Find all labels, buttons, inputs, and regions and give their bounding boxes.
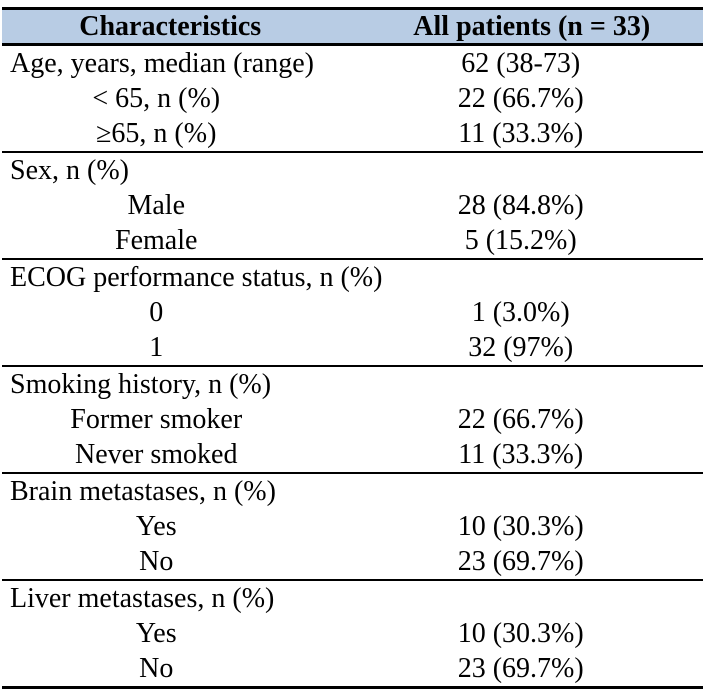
table-row: Smoking history, n (%) xyxy=(2,365,703,402)
table-row: Male 28 (84.8%) xyxy=(2,188,703,223)
table-row: Age, years, median (range) 62 (38-73) xyxy=(2,43,703,81)
row-label: Sex, n (%) xyxy=(2,151,339,188)
table-row: Female 5 (15.2%) xyxy=(2,223,703,259)
row-label: Never smoked xyxy=(74,439,238,470)
patient-characteristics-table: Characteristics All patients (n = 33) Ag… xyxy=(2,7,703,689)
row-value: 5 (15.2%) xyxy=(464,225,577,256)
table-row: Liver metastases, n (%) xyxy=(2,579,703,616)
row-label: Male xyxy=(127,190,185,221)
row-value: 62 (38-73) xyxy=(338,43,703,81)
table-row: 0 1 (3.0%) xyxy=(2,295,703,330)
row-label: Liver metastases, n (%) xyxy=(2,579,339,616)
row-value: 23 (69.7%) xyxy=(457,653,584,684)
row-label: 0 xyxy=(149,297,164,328)
row-label: < 65, n (%) xyxy=(92,83,221,114)
table-row: Never smoked 11 (33.3%) xyxy=(2,437,703,473)
row-value: 22 (66.7%) xyxy=(457,404,584,435)
row-label: Former smoker xyxy=(70,404,243,435)
column-header-characteristics: Characteristics xyxy=(2,8,339,46)
row-value: 32 (97%) xyxy=(468,332,574,363)
table-row: ECOG performance status, n (%) xyxy=(2,258,703,295)
row-value: 22 (66.7%) xyxy=(457,83,584,114)
row-label: Brain metastases, n (%) xyxy=(2,472,339,509)
row-value xyxy=(338,579,703,616)
row-label: Female xyxy=(115,225,198,256)
row-label: Yes xyxy=(135,511,177,542)
table-row: Yes 10 (30.3%) xyxy=(2,616,703,651)
row-label: Smoking history, n (%) xyxy=(2,365,339,402)
table-row: < 65, n (%) 22 (66.7%) xyxy=(2,81,703,116)
row-value xyxy=(338,258,703,295)
row-label: 1 xyxy=(149,332,164,363)
table-row: Sex, n (%) xyxy=(2,151,703,188)
row-label: No xyxy=(139,653,174,684)
column-header-all-patients: All patients (n = 33) xyxy=(338,8,703,46)
row-value: 11 (33.3%) xyxy=(458,439,584,470)
row-value: 1 (3.0%) xyxy=(471,297,570,328)
row-label: Yes xyxy=(135,618,177,649)
table-header-row: Characteristics All patients (n = 33) xyxy=(2,8,703,46)
table-row: No 23 (69.7%) xyxy=(2,651,703,688)
table-body: Age, years, median (range) 62 (38-73) < 65… xyxy=(2,43,703,688)
row-value: 28 (84.8%) xyxy=(457,190,584,221)
table-row: Yes 10 (30.3%) xyxy=(2,509,703,544)
row-value xyxy=(338,151,703,188)
table-row: Former smoker 22 (66.7%) xyxy=(2,402,703,437)
row-value xyxy=(338,365,703,402)
table-row: 1 32 (97%) xyxy=(2,330,703,366)
table-row: Brain metastases, n (%) xyxy=(2,472,703,509)
row-value: 10 (30.3%) xyxy=(457,511,584,542)
table-row: ≥65, n (%) 11 (33.3%) xyxy=(2,116,703,152)
row-label: ECOG performance status, n (%) xyxy=(2,258,382,295)
row-value: 23 (69.7%) xyxy=(457,546,584,577)
row-label: No xyxy=(139,546,174,577)
row-label: Age, years, median (range) xyxy=(2,43,339,81)
row-value xyxy=(338,472,703,509)
row-value: 10 (30.3%) xyxy=(457,618,584,649)
row-label: ≥65, n (%) xyxy=(96,118,217,149)
table-row: No 23 (69.7%) xyxy=(2,544,703,580)
row-value: 11 (33.3%) xyxy=(458,118,584,149)
